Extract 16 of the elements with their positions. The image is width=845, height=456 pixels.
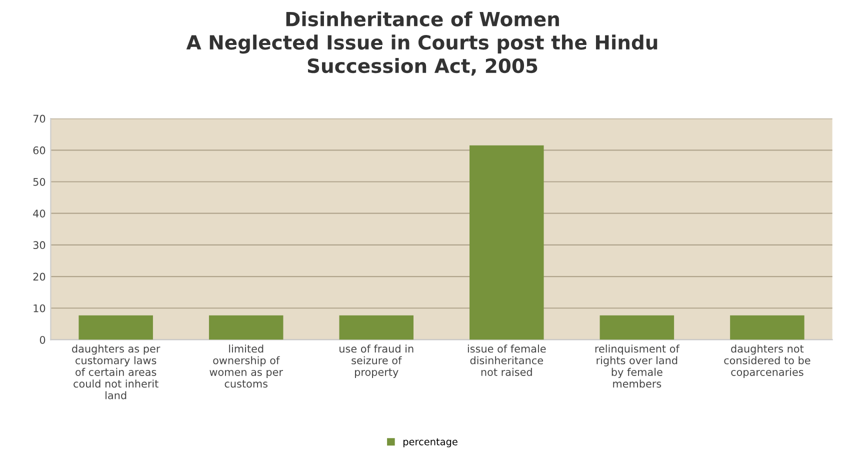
y-tick-label: 70 [33,114,46,123]
y-tick-label: 40 [33,210,46,218]
y-tick-label: 0 [40,336,46,344]
x-tick-label: relinquisment of rights over land by female members [595,344,680,388]
x-tick-label: issue of female disinheritance not raised [468,344,546,376]
x-tick-label: limited ownership of women as per customs [210,344,283,388]
y-tick-label: 10 [34,304,46,312]
y-tick-label: 60 [33,146,46,154]
y-tick-label: 20 [33,272,46,281]
y-tick-label: 30 [33,241,46,250]
chart-title: Disinheritance of Women A Neglected Issue in Courts post the Hindu Succession Act, 2005 [186,11,658,76]
x-tick-label: use of fraud in seizure of property [340,344,414,378]
legend-label: percentage [403,438,458,448]
x-tick-label: daughters not considered to be coparcenaries [724,344,810,378]
x-tick-label: daughters as per customary laws of certain areas could not inherit land [72,344,160,400]
y-tick-label: 50 [33,178,46,186]
